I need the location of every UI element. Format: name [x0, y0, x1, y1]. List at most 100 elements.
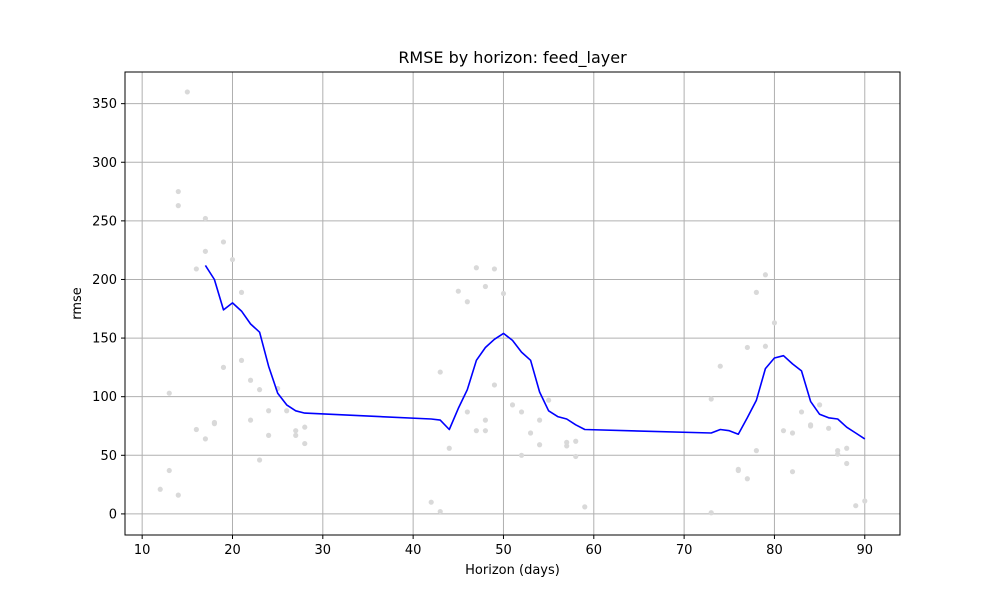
x-tick-label: 30 — [315, 543, 332, 558]
scatter-point — [762, 272, 769, 278]
scatter-point — [862, 498, 868, 504]
y-tick-label: 250 — [92, 214, 117, 229]
scatter-point — [518, 409, 525, 415]
scatter-point — [582, 504, 588, 510]
grid — [125, 72, 900, 535]
scatter-point — [536, 417, 543, 423]
scatter-point — [238, 357, 245, 363]
scatter-point — [193, 266, 199, 272]
scatter-point — [202, 248, 208, 254]
scatter-point — [175, 203, 181, 209]
scatter-point — [266, 432, 272, 438]
scatter-point — [473, 428, 479, 434]
scatter-point — [437, 369, 443, 375]
scatter-point — [437, 508, 443, 515]
scatter-point — [464, 409, 470, 415]
scatter-point — [220, 239, 227, 245]
scatter-point — [284, 408, 290, 414]
scatter-point — [789, 430, 796, 436]
x-tick-label: 50 — [495, 543, 512, 558]
rmse-line-series — [204, 264, 866, 440]
scatter-point — [844, 445, 850, 451]
x-axis-title: Horizon (days) — [465, 563, 560, 578]
scatter-point — [184, 89, 190, 95]
scatter-point — [175, 188, 181, 195]
y-axis-title: rmse — [70, 287, 85, 320]
scatter-point — [771, 320, 778, 326]
scatter-point — [266, 408, 272, 414]
x-tick-label: 60 — [586, 543, 603, 558]
scatter-point — [527, 430, 534, 436]
scatter-point — [853, 503, 859, 509]
scatter-point — [482, 428, 489, 434]
scatter-point — [193, 426, 199, 433]
scatter-point — [202, 436, 208, 442]
scatter-point — [708, 396, 714, 402]
scatter-point — [238, 289, 245, 295]
scatter-point — [491, 382, 498, 388]
scatter-point — [573, 453, 579, 460]
scatter-point — [302, 440, 308, 447]
scatter-point — [780, 428, 787, 434]
y-tick-label: 300 — [92, 156, 117, 171]
scatter-point — [256, 457, 263, 463]
scatter-point — [717, 363, 723, 369]
scatter-point — [428, 499, 434, 505]
chart-title: RMSE by horizon: feed_layer — [398, 48, 627, 68]
scatter-point — [202, 215, 208, 222]
scatter-point — [491, 266, 498, 272]
scatter-point — [762, 343, 769, 349]
x-tick-label: 90 — [856, 543, 873, 558]
axis-ticks: 10 20 30 40 50 60 70 80 90 0 50 100 150 200 250 300 350 — [92, 97, 873, 558]
x-tick-label: 70 — [676, 543, 693, 558]
scatter-point — [835, 451, 841, 457]
scatter-points — [157, 89, 868, 516]
scatter-point — [157, 486, 163, 492]
scatter-point — [229, 256, 236, 263]
y-tick-label: 350 — [92, 97, 117, 112]
scatter-point — [798, 409, 805, 415]
scatter-point — [293, 428, 299, 434]
scatter-point — [753, 289, 759, 295]
x-tick-label: 20 — [224, 543, 241, 558]
scatter-point — [708, 510, 714, 516]
scatter-point — [546, 397, 552, 403]
rmse-line — [204, 264, 866, 440]
scatter-point — [753, 448, 759, 454]
scatter-point — [573, 438, 579, 444]
scatter-point — [817, 402, 823, 408]
scatter-point — [509, 402, 516, 408]
scatter-point — [744, 476, 750, 482]
scatter-point — [302, 424, 308, 430]
x-tick-label: 80 — [766, 543, 783, 558]
scatter-point — [455, 288, 461, 294]
y-tick-label: 100 — [92, 390, 117, 405]
x-tick-label: 40 — [405, 543, 422, 558]
x-tick-label: 10 — [134, 543, 151, 558]
scatter-point — [482, 417, 489, 423]
scatter-point — [247, 417, 254, 423]
scatter-point — [473, 265, 479, 271]
scatter-point — [807, 423, 814, 429]
y-tick-label: 50 — [100, 449, 117, 464]
scatter-point — [464, 299, 470, 305]
scatter-point — [446, 445, 452, 451]
scatter-point — [256, 387, 263, 393]
plot-area-frame — [124, 71, 901, 536]
scatter-point — [293, 432, 299, 438]
scatter-point — [175, 492, 181, 498]
scatter-point — [826, 425, 832, 431]
scatter-point — [844, 460, 850, 467]
scatter-point — [518, 452, 525, 458]
scatter-point — [564, 443, 570, 449]
scatter-point — [166, 390, 172, 396]
scatter-point — [220, 364, 227, 370]
scatter-point — [500, 290, 507, 297]
scatter-point — [735, 467, 741, 474]
y-tick-label: 200 — [92, 273, 117, 288]
scatter-point — [166, 467, 172, 474]
scatter-point — [247, 377, 254, 383]
scatter-point — [482, 283, 489, 290]
